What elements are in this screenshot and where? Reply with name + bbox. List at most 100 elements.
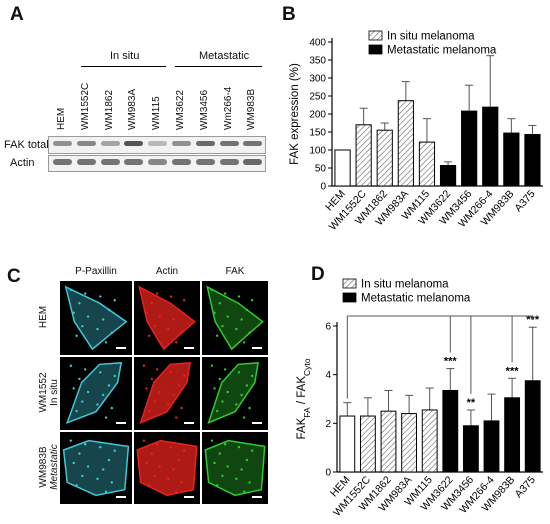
focal-adhesion-dot bbox=[213, 311, 216, 315]
focal-adhesion-dot bbox=[75, 409, 78, 413]
blot-band bbox=[124, 141, 144, 146]
focal-adhesion-dot bbox=[182, 374, 186, 378]
focal-adhesion-dot bbox=[245, 384, 249, 387]
panel-letter-d: D bbox=[311, 264, 325, 285]
y-tick-label: 200 bbox=[309, 110, 326, 121]
focal-adhesion-dot bbox=[169, 371, 173, 374]
focal-adhesion-dot bbox=[175, 490, 178, 493]
lane-label: HEM bbox=[56, 107, 67, 130]
blot-band bbox=[100, 159, 120, 165]
bar bbox=[339, 415, 356, 473]
focal-adhesion-dot bbox=[226, 465, 229, 468]
focal-adhesion-dot bbox=[107, 384, 111, 387]
focal-adhesion-dot bbox=[145, 311, 148, 315]
panel-c: C P-Paxillin Actin FAK HEM WM1552 In situ WM98… bbox=[0, 262, 275, 524]
row-header-line1: HEM bbox=[38, 305, 49, 329]
blot-band bbox=[195, 159, 215, 165]
blot-band bbox=[148, 159, 168, 165]
focal-adhesion-dot bbox=[218, 452, 222, 455]
focal-adhesion-dot bbox=[180, 406, 183, 410]
fluorescence-tile bbox=[202, 432, 268, 504]
focal-adhesion-dot bbox=[78, 302, 81, 305]
column-header: P-Paxillin bbox=[75, 266, 117, 277]
cell-body bbox=[206, 285, 264, 351]
legend-swatch-in-situ bbox=[342, 278, 357, 289]
focal-adhesion-dot bbox=[155, 443, 159, 446]
lane-label: WM1862 bbox=[103, 89, 115, 130]
focal-adhesion-dot bbox=[99, 371, 102, 374]
focal-adhesion-dot bbox=[150, 452, 154, 455]
focal-adhesion-dot bbox=[104, 490, 108, 493]
scale-bar bbox=[184, 496, 194, 498]
legend-swatch-metastatic bbox=[368, 44, 383, 55]
focal-adhesion-dot bbox=[215, 409, 219, 413]
focal-adhesion-dot bbox=[147, 409, 151, 413]
panel-letter-a: A bbox=[10, 4, 24, 25]
blot-band bbox=[219, 141, 239, 146]
scale-bar bbox=[252, 496, 262, 498]
blot-band bbox=[172, 159, 191, 165]
group-line-metastatic bbox=[175, 66, 262, 67]
focal-adhesion-dot bbox=[86, 465, 90, 468]
blot-band bbox=[148, 141, 168, 146]
focal-adhesion-dot bbox=[104, 341, 108, 344]
focal-adhesion-dot bbox=[69, 439, 72, 442]
focal-adhesion-dot bbox=[158, 465, 161, 468]
bar bbox=[442, 389, 459, 473]
fluorescence-tile bbox=[134, 432, 200, 504]
focal-adhesion-dot bbox=[167, 327, 170, 331]
blot-band bbox=[53, 141, 72, 146]
focal-adhesion-dot bbox=[96, 403, 99, 406]
focal-adhesion-dot bbox=[210, 288, 214, 292]
significance-marker: *** bbox=[506, 365, 520, 377]
focal-adhesion-dot bbox=[172, 318, 175, 321]
bar bbox=[439, 164, 457, 187]
group-label-metastatic: Metastatic bbox=[199, 50, 250, 62]
focal-adhesion-dot bbox=[99, 295, 102, 298]
y-tick-label: 350 bbox=[309, 56, 326, 67]
blot-band bbox=[76, 159, 96, 165]
blot-band bbox=[100, 141, 120, 146]
cell-image bbox=[136, 439, 198, 497]
focal-adhesion-dot bbox=[226, 390, 229, 394]
row-header-line2: Metastatic bbox=[49, 444, 60, 490]
focal-adhesion-dot bbox=[81, 324, 84, 328]
y-tick-label: 6 bbox=[325, 322, 331, 333]
row-label-actin: Actin bbox=[10, 157, 35, 169]
legend-label-in-situ: In situ melanoma bbox=[361, 279, 449, 291]
fluorescence-tile bbox=[134, 281, 200, 355]
focal-adhesion-dot bbox=[86, 315, 90, 318]
blot-band bbox=[53, 159, 72, 165]
focal-adhesion-dot bbox=[175, 416, 178, 419]
focal-adhesion-dot bbox=[142, 439, 146, 442]
focal-adhesion-dot bbox=[75, 484, 78, 487]
scale-bar bbox=[252, 347, 262, 349]
focal-adhesion-dot bbox=[243, 490, 246, 493]
bar bbox=[482, 106, 499, 187]
y-axis-label: FAKFA / FAKCyto bbox=[296, 358, 312, 439]
focal-adhesion-dot bbox=[102, 393, 105, 397]
panel-d: D 0 2 4 6 HEM WM1552C WM1862 WM983A WM115 WM3622 W… bbox=[275, 262, 550, 524]
focal-adhesion-dot bbox=[240, 393, 243, 397]
bar bbox=[376, 129, 393, 187]
focal-adhesion-dot bbox=[145, 461, 148, 465]
row-header-line1: WM1552 bbox=[38, 372, 49, 413]
focal-adhesion-dot bbox=[215, 484, 219, 487]
panel-a: A In situ Metastatic HEM WM1552C WM1862 WM9… bbox=[0, 0, 275, 262]
cell-image bbox=[64, 285, 128, 351]
cell-image bbox=[204, 439, 266, 497]
y-tick-label: 100 bbox=[309, 146, 326, 157]
row-header-line1: WM983B bbox=[38, 446, 49, 488]
focal-adhesion-dot bbox=[172, 393, 175, 397]
focal-adhesion-dot bbox=[180, 331, 183, 334]
focal-adhesion-dot bbox=[102, 468, 105, 471]
blot-band bbox=[243, 141, 263, 146]
chart-b: 050100150200250300350400HEMWM1552CWM1862… bbox=[289, 31, 543, 233]
blot-band bbox=[219, 159, 239, 165]
focal-adhesion-dot bbox=[182, 299, 186, 302]
focal-adhesion-dot bbox=[245, 308, 249, 312]
bar bbox=[397, 100, 414, 187]
y-tick-label: 2 bbox=[325, 419, 331, 430]
focal-adhesion-dot bbox=[213, 461, 216, 465]
y-tick-label: 4 bbox=[325, 370, 331, 381]
